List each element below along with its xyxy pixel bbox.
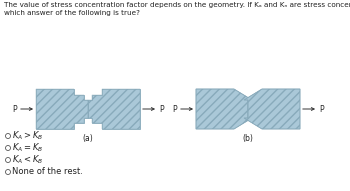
- Polygon shape: [196, 89, 252, 129]
- Text: P: P: [12, 104, 17, 113]
- Text: The value of stress concentration factor depends on the geometry. If Kₐ and Kₙ a: The value of stress concentration factor…: [4, 2, 350, 16]
- Text: P: P: [159, 104, 164, 113]
- Text: $K_A < K_B$: $K_A < K_B$: [13, 154, 44, 166]
- Text: P: P: [172, 104, 177, 113]
- Text: (b): (b): [243, 134, 253, 143]
- Polygon shape: [244, 89, 300, 129]
- Text: P: P: [319, 104, 324, 113]
- Polygon shape: [88, 89, 140, 129]
- Text: $K_A = K_B$: $K_A = K_B$: [13, 142, 44, 154]
- Polygon shape: [36, 89, 88, 129]
- Text: $K_A > K_B$: $K_A > K_B$: [13, 130, 44, 142]
- Text: None of the rest.: None of the rest.: [13, 168, 83, 176]
- Text: (a): (a): [83, 134, 93, 143]
